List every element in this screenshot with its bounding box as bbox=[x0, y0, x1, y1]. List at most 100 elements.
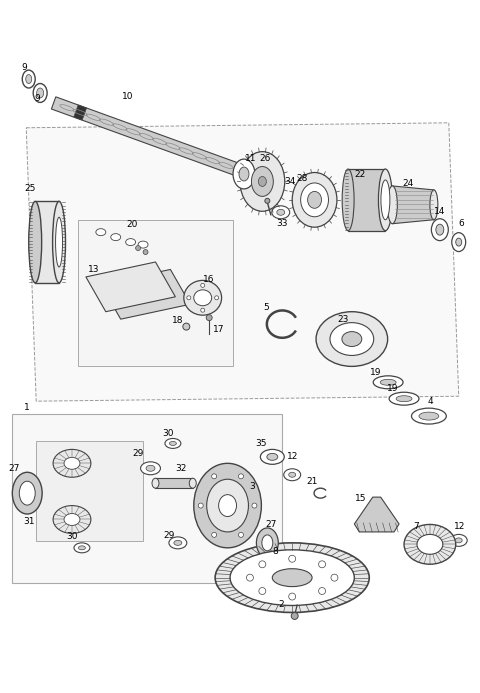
Ellipse shape bbox=[78, 546, 85, 550]
Ellipse shape bbox=[342, 169, 354, 231]
Ellipse shape bbox=[111, 234, 120, 240]
Ellipse shape bbox=[387, 186, 397, 224]
Ellipse shape bbox=[432, 219, 448, 240]
Ellipse shape bbox=[169, 537, 187, 549]
Circle shape bbox=[212, 532, 216, 537]
Text: 6: 6 bbox=[458, 219, 464, 228]
Ellipse shape bbox=[373, 376, 403, 389]
Ellipse shape bbox=[169, 441, 176, 446]
Ellipse shape bbox=[342, 331, 362, 346]
Circle shape bbox=[201, 283, 204, 288]
Ellipse shape bbox=[288, 472, 296, 477]
Circle shape bbox=[288, 555, 296, 562]
Ellipse shape bbox=[206, 315, 212, 321]
Text: 32: 32 bbox=[176, 464, 187, 473]
Ellipse shape bbox=[19, 481, 35, 505]
Circle shape bbox=[259, 561, 266, 568]
Ellipse shape bbox=[308, 191, 322, 209]
Ellipse shape bbox=[165, 439, 181, 448]
Polygon shape bbox=[354, 497, 399, 532]
Text: 10: 10 bbox=[122, 92, 134, 101]
Circle shape bbox=[259, 588, 266, 595]
Ellipse shape bbox=[12, 472, 42, 514]
Ellipse shape bbox=[316, 312, 388, 367]
Text: 34: 34 bbox=[284, 177, 295, 186]
Ellipse shape bbox=[300, 183, 328, 217]
Text: 33: 33 bbox=[276, 219, 288, 228]
Text: 12: 12 bbox=[454, 522, 466, 531]
Text: 11: 11 bbox=[245, 154, 257, 163]
Polygon shape bbox=[156, 478, 193, 488]
Text: 9: 9 bbox=[34, 94, 40, 103]
Circle shape bbox=[201, 308, 204, 313]
Ellipse shape bbox=[265, 198, 270, 203]
Ellipse shape bbox=[272, 206, 290, 219]
Ellipse shape bbox=[230, 550, 354, 606]
Ellipse shape bbox=[417, 534, 443, 554]
Ellipse shape bbox=[378, 169, 392, 231]
Text: 22: 22 bbox=[355, 170, 366, 179]
Ellipse shape bbox=[184, 281, 222, 315]
Ellipse shape bbox=[262, 535, 273, 551]
Ellipse shape bbox=[436, 225, 444, 235]
Ellipse shape bbox=[404, 525, 456, 564]
Circle shape bbox=[319, 561, 325, 568]
Ellipse shape bbox=[256, 528, 278, 558]
Ellipse shape bbox=[29, 202, 42, 283]
Text: 27: 27 bbox=[8, 464, 20, 473]
Ellipse shape bbox=[272, 569, 312, 586]
Polygon shape bbox=[348, 169, 385, 231]
Ellipse shape bbox=[284, 468, 300, 481]
Polygon shape bbox=[26, 123, 459, 401]
Ellipse shape bbox=[53, 506, 91, 534]
Ellipse shape bbox=[26, 75, 32, 84]
Polygon shape bbox=[12, 414, 282, 583]
Text: 19: 19 bbox=[370, 368, 381, 377]
Circle shape bbox=[252, 503, 257, 508]
Bar bbox=[78, 220, 232, 367]
Circle shape bbox=[143, 249, 148, 254]
Text: 30: 30 bbox=[162, 429, 174, 438]
Ellipse shape bbox=[56, 217, 62, 267]
Ellipse shape bbox=[174, 541, 182, 545]
Text: 31: 31 bbox=[23, 517, 35, 526]
Ellipse shape bbox=[152, 478, 159, 488]
Ellipse shape bbox=[411, 408, 446, 424]
Ellipse shape bbox=[22, 70, 35, 88]
Polygon shape bbox=[74, 105, 86, 120]
Ellipse shape bbox=[252, 166, 273, 196]
Text: 29: 29 bbox=[164, 531, 175, 540]
Text: 8: 8 bbox=[272, 547, 277, 556]
Text: 30: 30 bbox=[66, 532, 78, 541]
Ellipse shape bbox=[380, 379, 396, 385]
Polygon shape bbox=[36, 441, 143, 541]
Ellipse shape bbox=[194, 290, 212, 306]
Text: 7: 7 bbox=[414, 522, 420, 531]
Ellipse shape bbox=[64, 514, 80, 525]
Ellipse shape bbox=[141, 462, 160, 475]
Circle shape bbox=[288, 593, 296, 600]
Text: 4: 4 bbox=[427, 396, 432, 405]
Ellipse shape bbox=[146, 465, 155, 471]
Ellipse shape bbox=[260, 449, 284, 464]
Polygon shape bbox=[101, 270, 190, 319]
Circle shape bbox=[239, 532, 243, 537]
Circle shape bbox=[319, 588, 325, 595]
Polygon shape bbox=[51, 97, 254, 181]
Ellipse shape bbox=[215, 543, 369, 613]
Ellipse shape bbox=[218, 495, 237, 516]
Text: 24: 24 bbox=[402, 179, 414, 188]
Circle shape bbox=[198, 503, 203, 508]
Text: 13: 13 bbox=[88, 265, 99, 274]
Ellipse shape bbox=[64, 457, 80, 469]
Text: 2: 2 bbox=[278, 599, 284, 608]
Ellipse shape bbox=[419, 412, 439, 420]
Ellipse shape bbox=[233, 159, 255, 189]
Ellipse shape bbox=[126, 238, 136, 245]
Ellipse shape bbox=[389, 392, 419, 405]
Ellipse shape bbox=[53, 202, 65, 283]
Ellipse shape bbox=[246, 171, 259, 179]
Ellipse shape bbox=[430, 190, 438, 220]
Circle shape bbox=[246, 574, 253, 581]
Polygon shape bbox=[35, 202, 59, 283]
